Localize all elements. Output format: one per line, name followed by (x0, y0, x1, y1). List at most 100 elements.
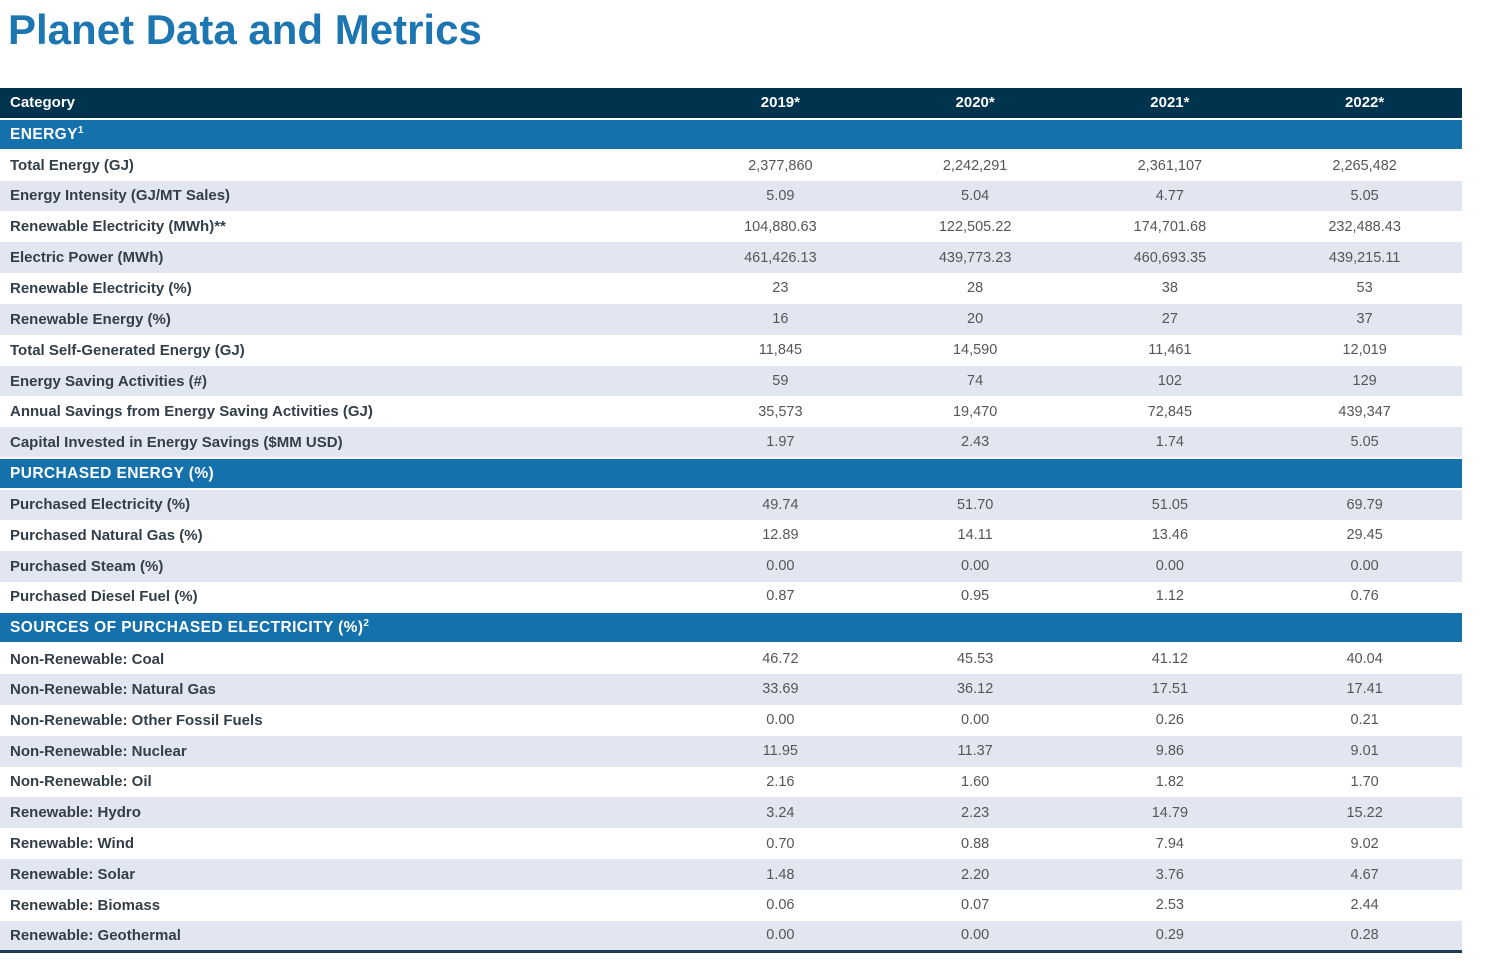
table-row: Non-Renewable: Other Fossil Fuels 0.00 0.0… (0, 704, 1462, 736)
value-cell: 1.60 (877, 766, 1073, 798)
category-cell: Annual Savings from Energy Saving Activi… (0, 396, 683, 428)
column-header-year: 2022* (1267, 88, 1462, 119)
value-cell: 5.05 (1267, 427, 1462, 459)
value-cell: 16 (683, 303, 878, 335)
category-cell: Non-Renewable: Other Fossil Fuels (0, 704, 683, 736)
value-cell: 3.24 (683, 797, 878, 829)
value-cell: 45.53 (877, 643, 1073, 675)
section-header-row: PURCHASED ENERGY (%) (0, 457, 1462, 490)
value-cell: 0.07 (877, 889, 1073, 921)
value-cell: 102 (1072, 365, 1268, 397)
value-cell: 0.76 (1267, 581, 1462, 613)
value-cell: 17.41 (1267, 674, 1462, 705)
value-cell: 9.02 (1267, 828, 1462, 860)
category-cell: Energy Intensity (GJ/MT Sales) (0, 180, 683, 212)
value-cell: 1.97 (683, 427, 878, 459)
page-title: Planet Data and Metrics (8, 6, 482, 53)
category-cell: Purchased Natural Gas (%) (0, 519, 683, 551)
value-cell: 37 (1267, 303, 1462, 335)
value-cell: 35,573 (683, 396, 878, 428)
value-cell: 46.72 (683, 643, 878, 675)
value-cell: 33.69 (683, 674, 878, 705)
value-cell: 74 (877, 365, 1073, 397)
value-cell: 104,880.63 (683, 211, 878, 243)
value-cell: 27 (1072, 303, 1268, 335)
table-row: Purchased Steam (%) 0.00 0.00 0.00 0.00 (0, 550, 1462, 582)
category-cell: Non-Renewable: Nuclear (0, 735, 683, 767)
table-header: Category 2019* 2020* 2021* 2022* (0, 88, 1462, 119)
value-cell: 51.70 (877, 488, 1073, 520)
value-cell: 12,019 (1267, 334, 1462, 366)
value-cell: 14.11 (877, 519, 1073, 551)
value-cell: 19,470 (877, 396, 1073, 428)
section-header-row: ENERGY1 (0, 117, 1462, 151)
value-cell: 38 (1072, 273, 1268, 304)
value-cell: 0.29 (1072, 920, 1268, 952)
category-cell: Renewable Energy (%) (0, 303, 683, 335)
table-row: Capital Invested in Energy Savings ($MM … (0, 427, 1462, 459)
value-cell: 1.12 (1072, 581, 1268, 613)
value-cell: 0.95 (877, 581, 1073, 613)
section-header-label: SOURCES OF PURCHASED ELECTRICITY (%)2 (0, 611, 1462, 645)
value-cell: 59 (683, 365, 878, 397)
value-cell: 9.86 (1072, 735, 1268, 767)
value-cell: 5.04 (877, 180, 1073, 212)
value-cell: 0.00 (877, 550, 1073, 582)
value-cell: 29.45 (1267, 519, 1462, 551)
value-cell: 439,773.23 (877, 242, 1073, 274)
value-cell: 0.87 (683, 581, 878, 613)
value-cell: 12.89 (683, 519, 878, 551)
value-cell: 9.01 (1267, 735, 1462, 767)
value-cell: 2.16 (683, 766, 878, 798)
table-row: Electric Power (MWh) 461,426.13 439,773.23… (0, 242, 1462, 274)
value-cell: 20 (877, 303, 1073, 335)
value-cell: 2.43 (877, 427, 1073, 459)
value-cell: 13.46 (1072, 519, 1268, 551)
value-cell: 0.00 (683, 704, 878, 736)
category-cell: Purchased Electricity (%) (0, 488, 683, 520)
value-cell: 11,845 (683, 334, 878, 366)
value-cell: 28 (877, 273, 1073, 304)
table-row: Renewable Electricity (MWh)** 104,880.63 1… (0, 211, 1462, 243)
category-cell: Renewable Electricity (%) (0, 273, 683, 304)
value-cell: 439,215.11 (1267, 242, 1462, 274)
table-row: Total Energy (GJ) 2,377,860 2,242,291 2,361… (0, 149, 1462, 181)
category-cell: Purchased Steam (%) (0, 550, 683, 582)
section-header-label: ENERGY1 (0, 117, 1462, 151)
value-cell: 17.51 (1072, 674, 1268, 705)
value-cell: 0.00 (1267, 550, 1462, 582)
table-row: Energy Saving Activities (#) 59 74 102 129 (0, 365, 1462, 397)
value-cell: 439,347 (1267, 396, 1462, 428)
value-cell: 0.00 (877, 704, 1073, 736)
value-cell: 0.70 (683, 828, 878, 860)
value-cell: 40.04 (1267, 643, 1462, 675)
category-cell: Non-Renewable: Oil (0, 766, 683, 798)
value-cell: 122,505.22 (877, 211, 1073, 243)
value-cell: 0.21 (1267, 704, 1462, 736)
value-cell: 2.53 (1072, 889, 1268, 921)
value-cell: 0.06 (683, 889, 878, 921)
table-row: Purchased Natural Gas (%) 12.89 14.11 13.46… (0, 519, 1462, 551)
value-cell: 0.88 (877, 828, 1073, 860)
category-cell: Non-Renewable: Natural Gas (0, 674, 683, 705)
value-cell: 0.00 (1072, 550, 1268, 582)
value-cell: 2.44 (1267, 889, 1462, 921)
value-cell: 5.05 (1267, 180, 1462, 212)
value-cell: 36.12 (877, 674, 1073, 705)
column-header-year: 2021* (1072, 88, 1268, 119)
value-cell: 1.48 (683, 859, 878, 890)
value-cell: 2,265,482 (1267, 149, 1462, 181)
section-label-text: ENERGY (10, 125, 78, 143)
value-cell: 174,701.68 (1072, 211, 1268, 243)
value-cell: 0.26 (1072, 704, 1268, 736)
value-cell: 53 (1267, 273, 1462, 304)
value-cell: 1.70 (1267, 766, 1462, 798)
value-cell: 14,590 (877, 334, 1073, 366)
table-row: Non-Renewable: Natural Gas 33.69 36.12 17.5… (0, 674, 1462, 705)
value-cell: 232,488.43 (1267, 211, 1462, 243)
table-row: Annual Savings from Energy Saving Activi… (0, 396, 1462, 428)
value-cell: 7.94 (1072, 828, 1268, 860)
category-cell: Electric Power (MWh) (0, 242, 683, 274)
value-cell: 1.74 (1072, 427, 1268, 459)
value-cell: 5.09 (683, 180, 878, 212)
